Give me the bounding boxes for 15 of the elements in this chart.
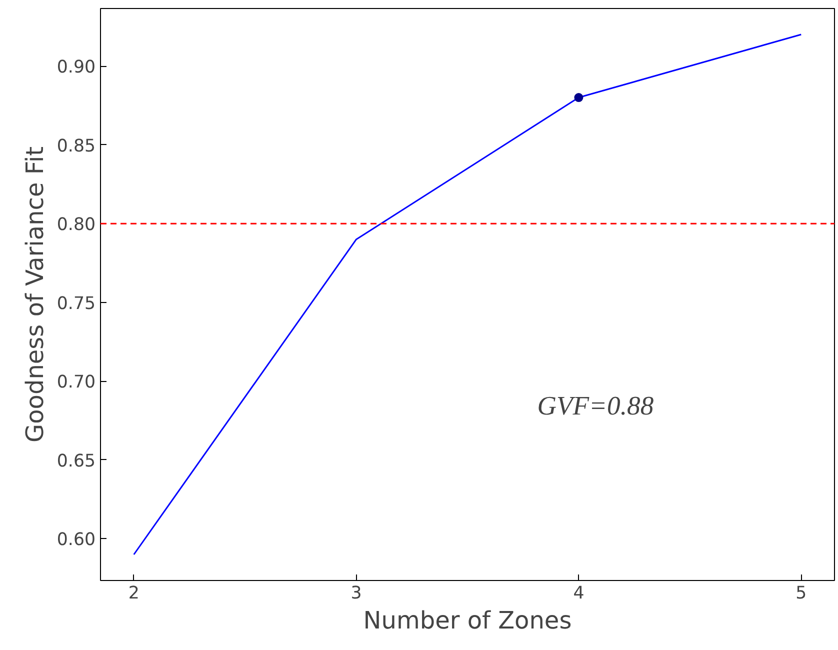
y-tick-label: 0.85 — [56, 136, 96, 156]
y-tick-label: 0.70 — [56, 372, 96, 393]
x-axis-title: Number of Zones — [363, 606, 572, 634]
annotation: GVF=0.88 — [537, 390, 654, 420]
y-tick-label: 0.65 — [56, 451, 96, 472]
y-axis-title: Goodness of Variance Fit — [20, 146, 49, 443]
x-tick-label: 3 — [350, 584, 362, 604]
x-tick-label: 2 — [128, 584, 140, 604]
y-tick-label: 0.80 — [56, 215, 96, 236]
line-series — [133, 34, 802, 556]
y-tick-label: 0.90 — [56, 58, 96, 78]
y-tick-label: 0.75 — [56, 294, 96, 314]
x-tick-label: 4 — [573, 584, 584, 604]
y-tick-label: 0.60 — [56, 530, 96, 550]
x-tick-label: 5 — [796, 584, 807, 604]
